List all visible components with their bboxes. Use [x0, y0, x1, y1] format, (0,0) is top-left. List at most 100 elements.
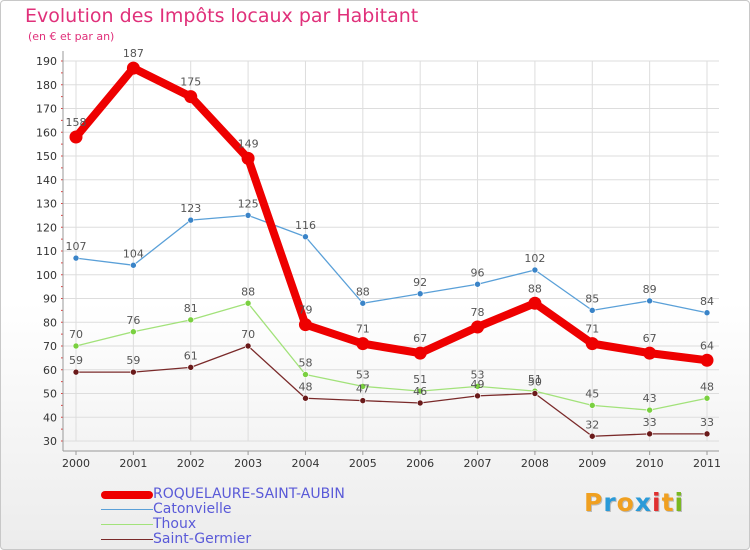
data-point	[474, 383, 481, 390]
legend-item: Thoux	[101, 517, 345, 532]
chart-subtitle: (en € et par an)	[28, 30, 115, 43]
y-tick-label: 60	[43, 364, 57, 377]
y-minor-tick	[61, 333, 63, 335]
data-point	[130, 368, 137, 376]
data-point	[72, 342, 80, 350]
data-label: 175	[180, 76, 201, 89]
data-point	[471, 320, 485, 334]
legend-label: Catonvielle	[153, 501, 232, 517]
data-point	[130, 261, 137, 269]
legend-line	[101, 523, 153, 526]
y-minor-tick	[61, 119, 63, 121]
chart-title: Evolution des Impôts locaux par Habitant	[25, 5, 419, 27]
data-label: 78	[471, 306, 485, 319]
axis-layer: 30 40 50 60 70 80 90 100 110 120 130 140 150 160 170 18…	[36, 51, 721, 470]
logo-letter: t	[661, 488, 675, 517]
y-minor-tick	[61, 203, 63, 204]
data-point	[244, 212, 252, 219]
logo-letter: o	[616, 488, 635, 517]
data-label: 158	[66, 116, 87, 129]
legend-label: Thoux	[153, 516, 197, 532]
data-point	[531, 390, 539, 397]
y-minor-tick	[61, 155, 63, 157]
data-label: 47	[356, 383, 370, 396]
data-point	[241, 151, 255, 165]
data-label: 33	[643, 416, 657, 429]
data-label: 71	[585, 323, 599, 336]
data-label: 104	[123, 247, 144, 260]
data-label: 81	[184, 302, 198, 315]
data-label: 89	[643, 283, 657, 296]
y-minor-tick	[61, 179, 63, 181]
data-label: 85	[585, 292, 599, 305]
data-point	[588, 432, 596, 440]
data-label: 58	[298, 357, 312, 370]
data-point	[187, 364, 195, 371]
data-point	[416, 387, 424, 395]
data-point	[646, 406, 653, 414]
data-label: 123	[180, 202, 201, 215]
data-point	[416, 399, 424, 407]
y-minor-tick	[61, 214, 63, 216]
data-point	[528, 296, 542, 310]
data-point	[72, 254, 80, 262]
legend-swatch	[101, 508, 153, 511]
y-minor-tick	[61, 286, 63, 288]
data-label: 84	[700, 295, 714, 308]
data-point	[643, 346, 657, 360]
data-label: 71	[356, 323, 370, 336]
data-point	[359, 397, 367, 404]
x-tick-label: 2002	[177, 457, 205, 470]
data-point	[187, 216, 195, 224]
data-point	[187, 316, 195, 324]
data-label: 32	[585, 418, 599, 431]
y-minor-tick	[61, 131, 63, 133]
y-minor-tick	[61, 440, 63, 442]
y-tick-label: 150	[36, 150, 57, 163]
x-tick-label: 2000	[62, 457, 90, 470]
y-tick-label: 90	[43, 293, 57, 306]
y-minor-tick	[61, 226, 63, 228]
data-point	[302, 394, 309, 402]
y-minor-tick	[61, 108, 63, 109]
data-label: 70	[241, 328, 255, 341]
x-tick-label: 2001	[119, 457, 147, 470]
data-point	[184, 90, 198, 104]
data-label: 70	[69, 328, 83, 341]
y-tick-label: 110	[36, 245, 57, 258]
legend-line	[101, 538, 153, 541]
data-label: 102	[524, 252, 545, 265]
y-tick-label: 40	[43, 411, 57, 424]
y-tick-label: 100	[36, 269, 57, 282]
data-label: 149	[238, 137, 259, 150]
data-label: 53	[471, 368, 485, 381]
data-label: 88	[356, 285, 370, 298]
data-label: 116	[295, 219, 316, 232]
data-point	[302, 233, 309, 241]
y-minor-tick	[61, 298, 63, 299]
x-tick-label: 2008	[521, 457, 549, 470]
legend-line	[101, 490, 153, 499]
y-minor-tick	[61, 167, 63, 169]
series-line-saint-germier	[75, 345, 708, 437]
data-label: 33	[700, 416, 714, 429]
data-label: 88	[241, 285, 255, 298]
data-label: 125	[238, 197, 259, 210]
y-minor-tick	[61, 321, 63, 323]
data-label: 51	[413, 373, 427, 386]
data-point	[703, 430, 711, 438]
label-layer: 107 104 123 125 116 88 92 96 102 85 89 84 70 76 81 88 58…	[66, 47, 715, 431]
legend-item: Catonvielle	[101, 502, 345, 517]
data-label: 67	[643, 332, 657, 345]
data-label: 79	[298, 304, 312, 317]
data-point	[130, 328, 137, 336]
y-minor-tick	[61, 393, 63, 394]
data-label: 45	[585, 387, 599, 400]
y-tick-label: 120	[36, 221, 57, 234]
data-label: 88	[528, 282, 542, 295]
legend-swatch	[101, 538, 153, 541]
y-tick-label: 140	[36, 174, 57, 187]
data-label: 48	[700, 380, 714, 393]
logo-letter: r	[603, 488, 617, 517]
